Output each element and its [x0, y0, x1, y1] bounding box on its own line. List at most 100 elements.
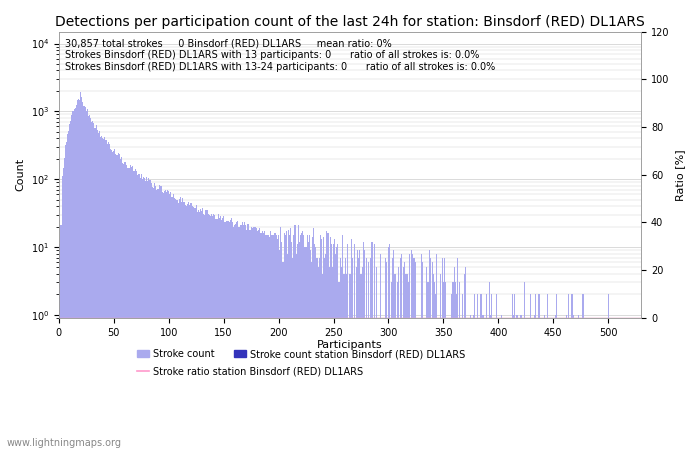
Bar	[211, 214, 212, 450]
Bar	[79, 99, 81, 450]
Bar	[256, 228, 257, 450]
Bar	[224, 222, 225, 450]
Bar	[276, 235, 277, 450]
Bar	[411, 250, 412, 450]
Bar	[236, 222, 237, 450]
Bar	[354, 244, 355, 450]
Bar	[547, 294, 548, 450]
Bar	[403, 267, 405, 450]
Bar	[285, 235, 286, 450]
Bar	[312, 237, 313, 450]
Bar	[457, 257, 458, 450]
Bar	[501, 315, 502, 450]
Bar	[200, 209, 201, 450]
Legend: Stroke ratio station Binsdorf (RED) DL1ARS: Stroke ratio station Binsdorf (RED) DL1A…	[134, 363, 367, 380]
Bar	[409, 253, 410, 450]
Bar	[284, 233, 285, 450]
Bar	[189, 205, 190, 450]
Bar	[253, 227, 254, 450]
Bar	[337, 244, 339, 450]
Bar	[433, 274, 434, 450]
Bar	[279, 250, 280, 450]
Bar	[124, 162, 125, 450]
Bar	[178, 202, 179, 450]
Bar	[265, 235, 266, 450]
Text: Strokes Binsdorf (RED) DL1ARS with 13-24 participants: 0      ratio of all strok: Strokes Binsdorf (RED) DL1ARS with 13-24…	[64, 62, 495, 72]
Bar	[243, 225, 244, 450]
Bar	[254, 227, 255, 450]
Bar	[347, 244, 349, 450]
Bar	[188, 202, 189, 450]
Bar	[98, 133, 99, 450]
Bar	[216, 219, 218, 450]
Text: 30,857 total strokes     0 Binsdorf (RED) DL1ARS     mean ratio: 0%: 30,857 total strokes 0 Binsdorf (RED) DL…	[64, 39, 391, 49]
Bar	[400, 257, 401, 450]
Y-axis label: Ratio [%]: Ratio [%]	[675, 149, 685, 201]
Bar	[465, 267, 466, 450]
Bar	[226, 221, 228, 450]
Bar	[422, 262, 423, 450]
Bar	[259, 228, 260, 450]
Bar	[209, 215, 210, 450]
Bar	[191, 202, 193, 450]
Bar	[318, 257, 320, 450]
Bar	[544, 315, 545, 450]
Bar	[146, 177, 147, 450]
Bar	[102, 138, 104, 450]
Text: Strokes Binsdorf (RED) DL1ARS with 13 participants: 0      ratio of all strokes : Strokes Binsdorf (RED) DL1ARS with 13 pa…	[64, 50, 479, 60]
X-axis label: Participants: Participants	[317, 341, 383, 351]
Bar	[174, 198, 175, 450]
Bar	[407, 283, 409, 450]
Bar	[474, 294, 475, 450]
Bar	[316, 257, 318, 450]
Text: www.lightningmaps.org: www.lightningmaps.org	[7, 438, 122, 448]
Bar	[428, 250, 430, 450]
Bar	[120, 159, 121, 450]
Bar	[322, 274, 323, 450]
Bar	[415, 262, 416, 450]
Bar	[277, 239, 278, 450]
Bar	[298, 225, 299, 450]
Bar	[359, 250, 360, 450]
Bar	[388, 247, 389, 450]
Bar	[89, 115, 90, 450]
Bar	[257, 231, 258, 450]
Bar	[127, 167, 129, 450]
Bar	[297, 244, 298, 450]
Bar	[272, 235, 274, 450]
Bar	[361, 267, 363, 450]
Bar	[176, 200, 177, 450]
Bar	[334, 239, 335, 450]
Bar	[386, 262, 387, 450]
Bar	[222, 218, 223, 450]
Bar	[291, 242, 293, 450]
Bar	[118, 153, 119, 450]
Bar	[461, 294, 463, 450]
Bar	[206, 210, 208, 450]
Bar	[60, 225, 62, 450]
Bar	[266, 235, 267, 450]
Bar	[314, 244, 316, 450]
Bar	[473, 315, 474, 450]
Bar	[97, 130, 98, 450]
Bar	[278, 235, 279, 450]
Bar	[357, 250, 358, 450]
Bar	[150, 183, 152, 450]
Bar	[195, 205, 197, 450]
Bar	[310, 250, 311, 450]
Bar	[258, 230, 259, 450]
Bar	[453, 283, 454, 450]
Bar	[308, 242, 309, 450]
Bar	[74, 109, 75, 450]
Bar	[496, 294, 497, 450]
Bar	[249, 230, 251, 450]
Bar	[132, 166, 133, 450]
Bar	[157, 189, 158, 450]
Bar	[212, 216, 214, 450]
Bar	[245, 225, 246, 450]
Bar	[239, 225, 241, 450]
Bar	[221, 220, 222, 450]
Bar	[376, 267, 377, 450]
Bar	[341, 267, 342, 450]
Bar	[520, 315, 521, 450]
